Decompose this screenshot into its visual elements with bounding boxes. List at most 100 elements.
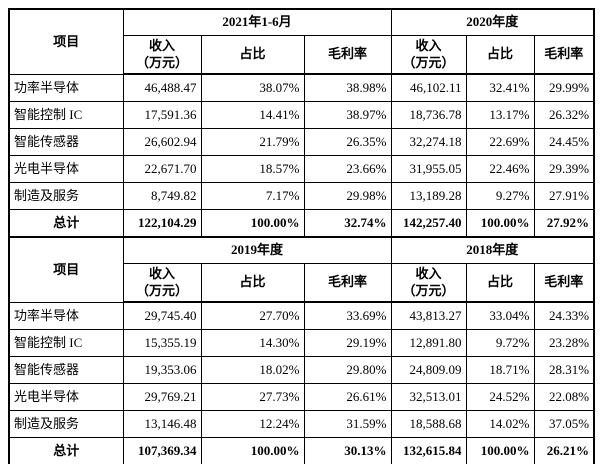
cell-value: 22.08% <box>533 383 595 411</box>
cell-value: 22.46% <box>465 155 535 183</box>
column-header-revenue: 收入 （万元） <box>390 35 467 75</box>
row-label: 智能传感器 <box>8 128 124 156</box>
cell-value: 28.31% <box>533 356 595 384</box>
row-label: 智能控制 IC <box>8 329 124 357</box>
cell-value: 18.02% <box>200 356 305 384</box>
total-value: 142,257.40 <box>390 209 467 238</box>
table-row: 功率半导体 46,488.47 38.07% 38.98% 46,102.11 … <box>8 73 595 102</box>
cell-value: 27.70% <box>200 301 305 330</box>
column-header-revenue: 收入 （万元） <box>390 263 467 303</box>
cell-value: 9.27% <box>465 182 535 210</box>
cell-value: 38.97% <box>303 101 392 129</box>
total-value: 30.13% <box>303 437 392 464</box>
row-label: 智能传感器 <box>8 356 124 384</box>
cell-value: 18.57% <box>200 155 305 183</box>
total-value: 107,369.34 <box>122 437 202 464</box>
total-value: 100.00% <box>200 209 305 238</box>
cell-value: 13,146.48 <box>122 410 202 438</box>
cell-value: 18.71% <box>465 356 535 384</box>
cell-value: 27.91% <box>533 182 595 210</box>
cell-value: 29.99% <box>533 73 595 102</box>
table-row: 功率半导体 29,745.40 27.70% 33.69% 43,813.27 … <box>8 301 595 330</box>
cell-value: 24,809.09 <box>390 356 467 384</box>
cell-value: 14.30% <box>200 329 305 357</box>
cell-value: 8,749.82 <box>122 182 202 210</box>
cell-value: 12,891.80 <box>390 329 467 357</box>
total-value: 100.00% <box>465 437 535 464</box>
table-row: 智能控制 IC 17,591.36 14.41% 38.97% 18,736.7… <box>8 101 595 129</box>
cell-value: 31.59% <box>303 410 392 438</box>
subheader-row: 收入 （万元） 占比 毛利率 收入 （万元） 占比 毛利率 <box>9 35 595 75</box>
total-value: 32.74% <box>303 209 392 238</box>
cell-value: 46,102.11 <box>390 73 467 102</box>
cell-value: 19,353.06 <box>122 356 202 384</box>
cell-value: 32,274.18 <box>390 128 467 156</box>
cell-value: 14.41% <box>200 101 305 129</box>
subheader-row: 收入 （万元） 占比 毛利率 收入 （万元） 占比 毛利率 <box>9 263 595 303</box>
total-label: 总计 <box>8 209 124 238</box>
cell-value: 43,813.27 <box>390 301 467 330</box>
row-label: 光电半导体 <box>8 383 124 411</box>
cell-value: 37.05% <box>533 410 595 438</box>
cell-value: 18,588.68 <box>390 410 467 438</box>
cell-value: 26,602.94 <box>122 128 202 156</box>
period-header-2018: 2018年度 <box>390 236 595 264</box>
cell-value: 13.17% <box>465 101 535 129</box>
cell-value: 26.61% <box>303 383 392 411</box>
cell-value: 7.17% <box>200 182 305 210</box>
cell-value: 21.79% <box>200 128 305 156</box>
cell-value: 12.24% <box>200 410 305 438</box>
cell-value: 18,736.78 <box>390 101 467 129</box>
cell-value: 23.66% <box>303 155 392 183</box>
cell-value: 24.52% <box>465 383 535 411</box>
cell-value: 15,355.19 <box>122 329 202 357</box>
total-value: 132,615.84 <box>390 437 467 464</box>
cell-value: 24.45% <box>533 128 595 156</box>
revenue-breakdown-table: 项目 2021年1-6月 2020年度 收入 （万元） 占比 毛利率 收入 （万… <box>8 8 596 464</box>
cell-value: 22,671.70 <box>122 155 202 183</box>
column-header-gross-margin: 毛利率 <box>303 35 392 75</box>
table-row: 智能传感器 19,353.06 18.02% 29.80% 24,809.09 … <box>8 356 595 384</box>
cell-value: 29,769.21 <box>122 383 202 411</box>
row-label: 制造及服务 <box>8 410 124 438</box>
column-header-gross-margin: 毛利率 <box>533 35 595 75</box>
column-header-gross-margin: 毛利率 <box>303 263 392 303</box>
period-header-2019: 2019年度 <box>122 236 392 264</box>
row-label: 制造及服务 <box>8 182 124 210</box>
period-header-row: 项目 2019年度 2018年度 <box>8 236 595 303</box>
row-label: 功率半导体 <box>8 73 124 102</box>
total-value: 27.92% <box>533 209 595 238</box>
cell-value: 9.72% <box>465 329 535 357</box>
total-value: 122,104.29 <box>122 209 202 238</box>
table-row: 智能传感器 26,602.94 21.79% 26.35% 32,274.18 … <box>8 128 595 156</box>
column-header-revenue: 收入 （万元） <box>122 263 202 303</box>
period-header-2020: 2020年度 <box>390 8 595 36</box>
cell-value: 38.07% <box>200 73 305 102</box>
column-header-share: 占比 <box>200 263 305 303</box>
cell-value: 24.33% <box>533 301 595 330</box>
column-header-share: 占比 <box>465 263 535 303</box>
cell-value: 29.98% <box>303 182 392 210</box>
period-header-2021h1: 2021年1-6月 <box>122 8 392 36</box>
item-column-header: 项目 <box>8 236 124 303</box>
column-header-share: 占比 <box>200 35 305 75</box>
cell-value: 14.02% <box>465 410 535 438</box>
table-row: 制造及服务 13,146.48 12.24% 31.59% 18,588.68 … <box>8 410 595 438</box>
cell-value: 29.80% <box>303 356 392 384</box>
cell-value: 17,591.36 <box>122 101 202 129</box>
item-column-header: 项目 <box>8 8 124 75</box>
period-header-row: 项目 2021年1-6月 2020年度 <box>8 8 595 75</box>
total-value: 26.21% <box>533 437 595 464</box>
column-header-share: 占比 <box>465 35 535 75</box>
table-row: 智能控制 IC 15,355.19 14.30% 29.19% 12,891.8… <box>8 329 595 357</box>
total-label: 总计 <box>8 437 124 464</box>
total-value: 100.00% <box>465 209 535 238</box>
row-label: 功率半导体 <box>8 301 124 330</box>
cell-value: 46,488.47 <box>122 73 202 102</box>
total-row: 总计 122,104.29 100.00% 32.74% 142,257.40 … <box>8 209 595 238</box>
cell-value: 26.32% <box>533 101 595 129</box>
cell-value: 32.41% <box>465 73 535 102</box>
cell-value: 13,189.28 <box>390 182 467 210</box>
table-row: 光电半导体 22,671.70 18.57% 23.66% 31,955.05 … <box>8 155 595 183</box>
